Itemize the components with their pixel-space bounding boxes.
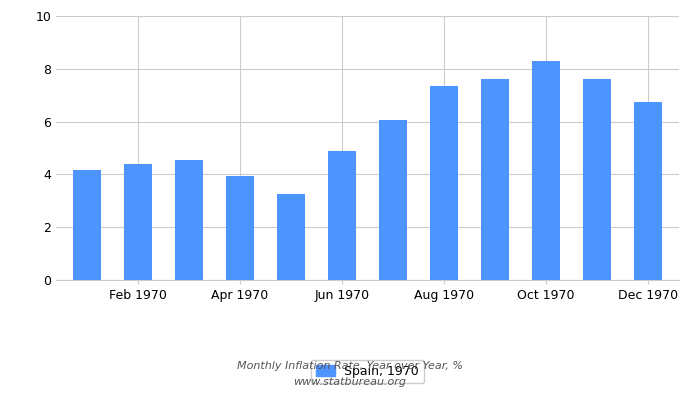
Legend: Spain, 1970: Spain, 1970 [311, 360, 424, 383]
Bar [481, 79, 509, 280]
Bar [277, 194, 305, 280]
Bar [175, 160, 203, 280]
Bar [583, 79, 611, 280]
Text: Monthly Inflation Rate, Year over Year, %: Monthly Inflation Rate, Year over Year, … [237, 361, 463, 371]
Bar [634, 102, 662, 280]
Bar [379, 120, 407, 280]
Text: www.statbureau.org: www.statbureau.org [293, 377, 407, 387]
Bar [226, 176, 254, 280]
Bar [328, 151, 356, 280]
Bar [73, 170, 101, 280]
Bar [124, 164, 152, 280]
Bar [532, 61, 560, 280]
Bar [430, 86, 458, 280]
